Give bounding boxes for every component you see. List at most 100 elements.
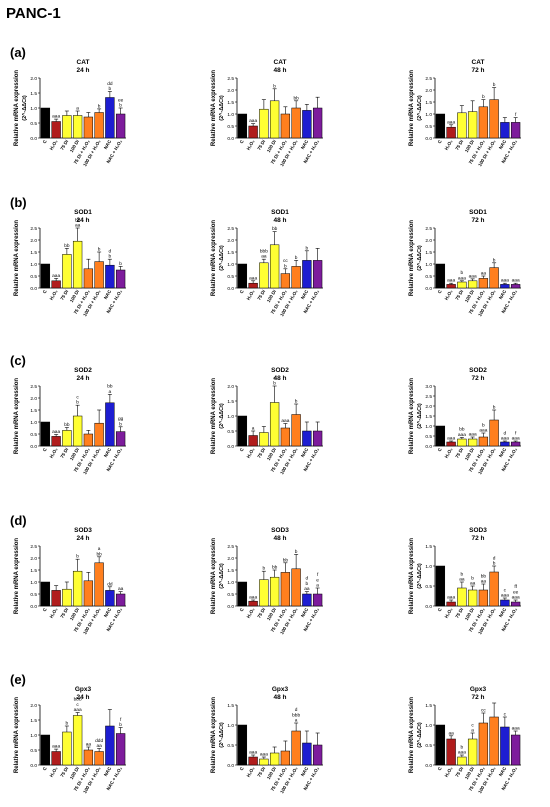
y-axis-label: Relative mRNA expression — [14, 697, 20, 773]
bar — [457, 281, 467, 289]
bar — [72, 115, 83, 139]
x-tick-label: NAC — [103, 446, 113, 458]
chart-title: SOD1 — [74, 209, 92, 216]
y-tick-label: 0.5 — [227, 592, 234, 598]
y-tick-label: 1.5 — [227, 703, 234, 709]
y-axis-label: Relative mRNA expression — [14, 538, 20, 614]
data-label: f — [515, 112, 517, 118]
data-label: bbb — [292, 712, 300, 718]
bar — [115, 431, 126, 447]
bar — [446, 126, 456, 139]
bar — [302, 593, 312, 607]
bar — [280, 273, 291, 289]
bar — [94, 751, 104, 766]
data-label: aaa — [249, 596, 257, 601]
data-label: b — [493, 257, 496, 263]
x-tick-label: H₂O₂ — [49, 607, 59, 619]
chart-subtitle: 24 h — [76, 375, 89, 382]
y-tick-label: 0.5 — [425, 124, 432, 130]
y-tick-label: 2.5 — [425, 226, 432, 232]
y-tick-label: 1.5 — [425, 250, 432, 256]
bar — [280, 572, 291, 607]
y-tick-label: 2.0 — [30, 556, 37, 562]
bar — [435, 263, 446, 289]
data-label: b — [295, 399, 298, 405]
y-tick-label: 2.0 — [30, 396, 37, 402]
y-tick-label: 1.5 — [227, 399, 234, 405]
x-tick-label: 75 Di — [59, 447, 69, 459]
data-label: aaa — [469, 274, 477, 279]
bar — [248, 756, 258, 766]
chart-subtitle: 72 h — [471, 535, 484, 542]
data-label: aaa — [512, 279, 520, 284]
bar — [500, 122, 510, 139]
y-tick-label: 2.5 — [30, 384, 37, 390]
x-tick-label: H₂O₂ — [246, 289, 256, 301]
y-tick-label: 1.0 — [30, 733, 37, 739]
y-axis-unit: (2^-ΔΔCt) — [219, 95, 225, 121]
y-tick-label: 1.0 — [30, 106, 37, 112]
chart-subtitle: 72 h — [471, 67, 484, 74]
x-tick-label: 100 Di — [266, 447, 277, 461]
data-label: f — [515, 430, 517, 436]
data-label: aa — [261, 255, 267, 260]
y-tick-label: 0.0 — [30, 763, 37, 769]
data-label: f — [120, 717, 122, 723]
y-tick-label: 2.0 — [425, 238, 432, 244]
data-label: b — [109, 86, 112, 92]
data-label: f — [317, 572, 319, 578]
data-label: bb — [107, 384, 113, 390]
data-label: aaa — [249, 751, 257, 756]
bar — [105, 264, 115, 289]
bar — [280, 113, 291, 139]
bar — [489, 571, 499, 607]
x-tick-label: C — [42, 138, 48, 144]
bar — [435, 425, 446, 447]
x-tick-label: 100 Di — [464, 139, 475, 153]
y-tick-label: 1.5 — [227, 568, 234, 574]
y-axis-unit: (2^-ΔΔCt) — [417, 563, 423, 589]
data-label: cc — [283, 259, 288, 264]
y-axis-unit: (2^-ΔΔCt) — [417, 245, 423, 271]
y-tick-label: 2.0 — [30, 238, 37, 244]
bar — [94, 261, 104, 289]
chart-title: CAT — [77, 59, 90, 66]
bar — [500, 599, 510, 607]
chart-subtitle: 48 h — [273, 375, 286, 382]
data-label: b — [119, 722, 122, 728]
data-label: aa — [118, 587, 124, 592]
data-label: c — [504, 713, 507, 718]
data-label: b — [273, 83, 276, 89]
y-tick-label: 1.5 — [30, 250, 37, 256]
y-axis-label: Relative mRNA expression — [211, 538, 217, 614]
y-axis-label: Relative mRNA expression — [409, 378, 415, 454]
x-tick-label: 100 Di — [266, 766, 277, 780]
y-tick-label: 2.5 — [30, 544, 37, 550]
data-label: bb — [293, 95, 299, 101]
y-tick-label: 2.5 — [30, 226, 37, 232]
chart-title: SOD1 — [271, 209, 289, 216]
y-tick-label: 1.5 — [425, 703, 432, 709]
chart-subtitle: 72 h — [471, 694, 484, 701]
bar — [40, 421, 51, 447]
bar — [446, 441, 456, 447]
x-tick-label: C — [437, 606, 443, 612]
bar — [269, 402, 280, 447]
data-label: aaa — [74, 708, 82, 713]
y-tick-label: 0.0 — [425, 136, 432, 142]
bar — [302, 742, 312, 766]
x-tick-label: C — [42, 606, 48, 612]
x-tick-label: H₂O₂ — [49, 289, 59, 301]
data-label: aaa — [447, 596, 455, 601]
data-label: a — [76, 107, 79, 112]
x-tick-label: C — [42, 288, 48, 294]
chart-title: CAT — [274, 59, 287, 66]
bar — [457, 438, 467, 447]
bar — [40, 581, 51, 607]
bar — [105, 590, 115, 607]
panel-letter-d: (d) — [10, 513, 27, 528]
y-axis-unit: (2^-ΔΔCt) — [22, 95, 28, 121]
